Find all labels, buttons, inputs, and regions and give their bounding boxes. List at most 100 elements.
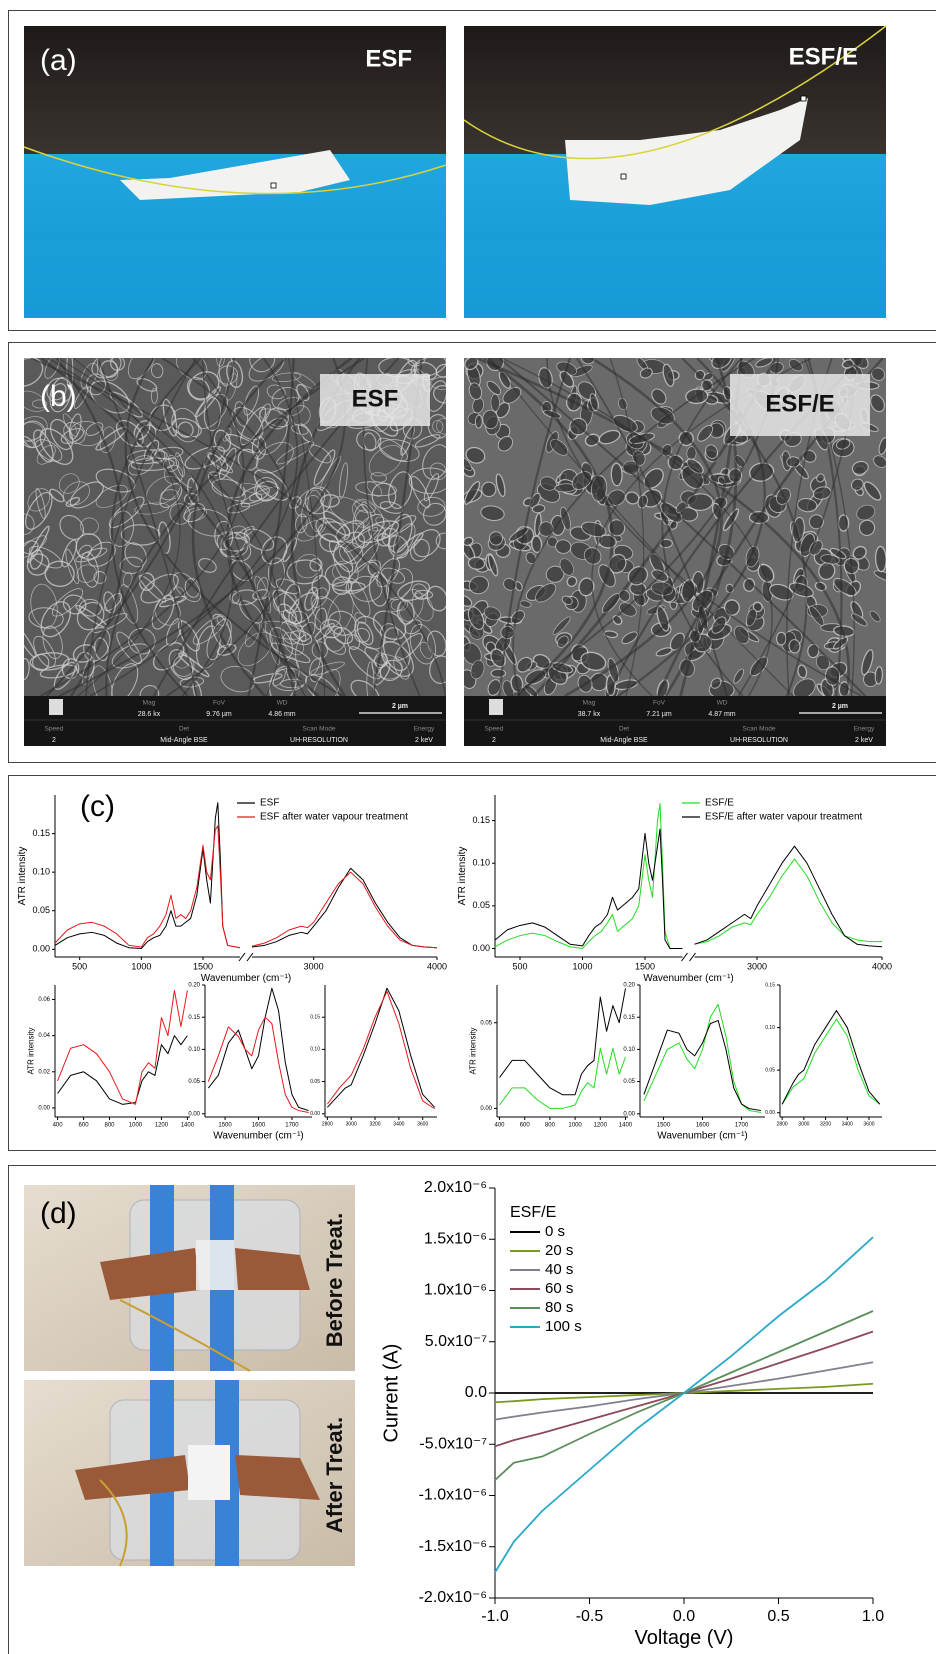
- x-tick-label: 3000: [346, 1121, 357, 1127]
- panel-label: (b): [40, 380, 77, 413]
- series-line: [495, 829, 882, 948]
- info-text: 2: [492, 737, 496, 744]
- x-tick-label: 3200: [369, 1121, 380, 1127]
- x-tick-label: 4000: [427, 962, 447, 972]
- legend-label: ESF after water vapour treatment: [260, 812, 408, 823]
- x-tick-label: 1000: [572, 962, 592, 972]
- x-tick-label: 4000: [872, 962, 892, 972]
- info-text: FoV: [213, 700, 226, 707]
- photo-label: Before Treat.: [322, 1213, 347, 1348]
- x-axis-label: Wavenumber (cm⁻¹): [657, 1130, 747, 1141]
- info-text: Mid-Angle BSE: [600, 737, 648, 744]
- x-tick-label: 500: [72, 962, 87, 972]
- texture: [611, 463, 622, 486]
- legend-label: 0 s: [545, 1223, 565, 1240]
- y-tick-label: 0.05: [472, 900, 490, 910]
- x-tick-label: 500: [512, 962, 527, 972]
- info-text: 2 keV: [855, 737, 873, 744]
- texture: [491, 669, 505, 677]
- x-tick-label: 0.0: [673, 1608, 695, 1625]
- x-tick-label: 1500: [193, 962, 213, 972]
- y-tick-label: 0.05: [188, 1079, 200, 1085]
- x-tick-label: 1000: [129, 1122, 143, 1128]
- x-tick-label: 1500: [218, 1122, 232, 1128]
- y-axis-label: Current (A): [380, 1344, 402, 1443]
- x-axis-label: Voltage (V): [635, 1627, 734, 1649]
- x-tick-label: 3000: [304, 962, 324, 972]
- x-tick-label: 3000: [798, 1121, 809, 1127]
- y-tick-label: 0.00: [38, 1106, 50, 1112]
- y-tick-label: 0.06: [38, 997, 50, 1003]
- y-axis-label: ATR intensity: [27, 1028, 36, 1075]
- image-label: ESF/E: [789, 43, 858, 70]
- legend-label: 80 s: [545, 1299, 573, 1316]
- y-tick-label: 0.05: [765, 1067, 775, 1073]
- y-tick-label: 0.10: [32, 867, 50, 877]
- y-tick-label: -1.5x10⁻⁶: [419, 1538, 487, 1555]
- series-line: [644, 1020, 761, 1110]
- photo-label: After Treat.: [322, 1417, 347, 1533]
- y-tick-label: 0.15: [32, 828, 50, 838]
- info-text: 4.86 mm: [268, 711, 295, 718]
- legend-label: ESF: [260, 798, 279, 809]
- x-tick-label: 1700: [735, 1122, 749, 1128]
- x-tick-label: 2800: [322, 1121, 333, 1127]
- series-line: [55, 803, 437, 949]
- info-text: Energy: [854, 726, 875, 733]
- x-tick-label: 1600: [696, 1122, 710, 1128]
- x-tick-label: -1.0: [481, 1608, 509, 1625]
- info-text: 2: [52, 737, 56, 744]
- image-label: ESF: [352, 385, 399, 412]
- y-tick-label: 5.0x10⁻⁷: [425, 1333, 487, 1350]
- y-tick-label: 1.5x10⁻⁶: [424, 1230, 487, 1247]
- icon: [49, 699, 63, 715]
- info-text: 38.7 kx: [578, 711, 601, 718]
- series-line: [644, 1004, 761, 1112]
- y-tick-label: 0.15: [765, 982, 775, 988]
- texture: [789, 639, 801, 653]
- image-label: ESF: [365, 45, 412, 72]
- info-text: 2 µm: [832, 703, 848, 710]
- photo: [24, 1380, 355, 1566]
- series-line: [208, 988, 308, 1110]
- panel-label: (a): [40, 44, 77, 77]
- info-text: 2 µm: [392, 703, 408, 710]
- x-tick-label: -0.5: [576, 1608, 604, 1625]
- y-tick-label: 0.10: [310, 1047, 320, 1053]
- x-axis-label: Wavenumber (cm⁻¹): [213, 1130, 303, 1141]
- x-tick-label: 3000: [747, 962, 767, 972]
- info-bar: [24, 696, 446, 746]
- info-text: UH-RESOLUTION: [730, 737, 788, 744]
- series-line: [495, 1332, 873, 1447]
- x-tick-label: 1400: [619, 1122, 633, 1128]
- y-tick-label: 0.05: [623, 1079, 635, 1085]
- texture: [475, 415, 482, 428]
- image-label: ESF/E: [765, 390, 834, 417]
- series-line: [495, 1362, 873, 1419]
- x-tick-label: 400: [495, 1122, 506, 1128]
- info-text: Energy: [414, 726, 435, 733]
- info-text: Mid-Angle BSE: [160, 737, 208, 744]
- x-tick-label: 1200: [594, 1122, 608, 1128]
- x-tick-label: 800: [545, 1122, 556, 1128]
- icon: [489, 699, 503, 715]
- texture: [875, 546, 887, 572]
- legend-label: ESF/E: [705, 798, 734, 809]
- series-line: [55, 826, 437, 948]
- y-tick-label: 0.15: [310, 1015, 320, 1021]
- legend-title: ESF/E: [510, 1204, 556, 1221]
- y-tick-label: 0.15: [472, 815, 490, 825]
- x-tick-label: 600: [520, 1122, 531, 1128]
- texture: [807, 644, 819, 658]
- panel-label: (d): [40, 1197, 77, 1230]
- x-tick-label: 600: [79, 1122, 90, 1128]
- legend-label: 40 s: [545, 1261, 573, 1278]
- y-tick-label: 0.00: [472, 943, 490, 953]
- info-text: Det: [619, 726, 629, 733]
- series-line: [495, 1311, 873, 1480]
- x-tick-label: 1000: [131, 962, 151, 972]
- legend-label: 60 s: [545, 1280, 573, 1297]
- y-tick-label: -1.0x10⁻⁶: [419, 1487, 487, 1504]
- y-tick-label: 0.05: [480, 1020, 492, 1026]
- info-text: WD: [277, 700, 288, 707]
